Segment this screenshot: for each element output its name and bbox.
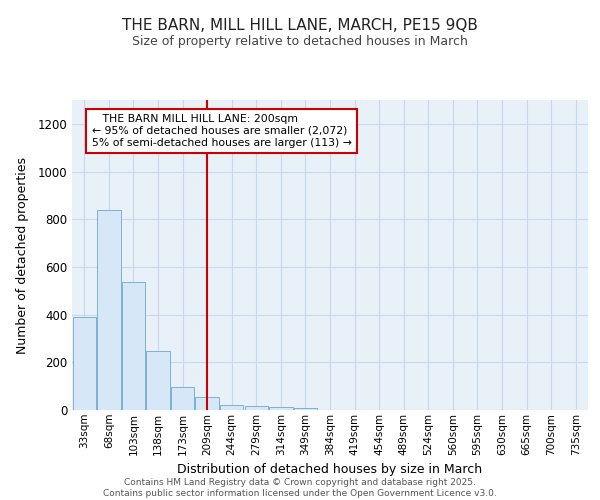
- Bar: [171, 388, 194, 410]
- Bar: [245, 406, 268, 410]
- Bar: [196, 397, 219, 410]
- Bar: [146, 351, 170, 410]
- Y-axis label: Number of detached properties: Number of detached properties: [16, 156, 29, 354]
- Bar: [97, 210, 121, 410]
- Bar: [220, 405, 244, 410]
- Text: Size of property relative to detached houses in March: Size of property relative to detached ho…: [132, 35, 468, 48]
- Bar: [73, 317, 96, 410]
- Bar: [122, 282, 145, 410]
- Text: Contains HM Land Registry data © Crown copyright and database right 2025.
Contai: Contains HM Land Registry data © Crown c…: [103, 478, 497, 498]
- Bar: [294, 408, 317, 410]
- Text: THE BARN, MILL HILL LANE, MARCH, PE15 9QB: THE BARN, MILL HILL LANE, MARCH, PE15 9Q…: [122, 18, 478, 32]
- X-axis label: Distribution of detached houses by size in March: Distribution of detached houses by size …: [178, 463, 482, 476]
- Bar: [269, 407, 293, 410]
- Text: THE BARN MILL HILL LANE: 200sqm
← 95% of detached houses are smaller (2,072)
5% : THE BARN MILL HILL LANE: 200sqm ← 95% of…: [92, 114, 352, 148]
